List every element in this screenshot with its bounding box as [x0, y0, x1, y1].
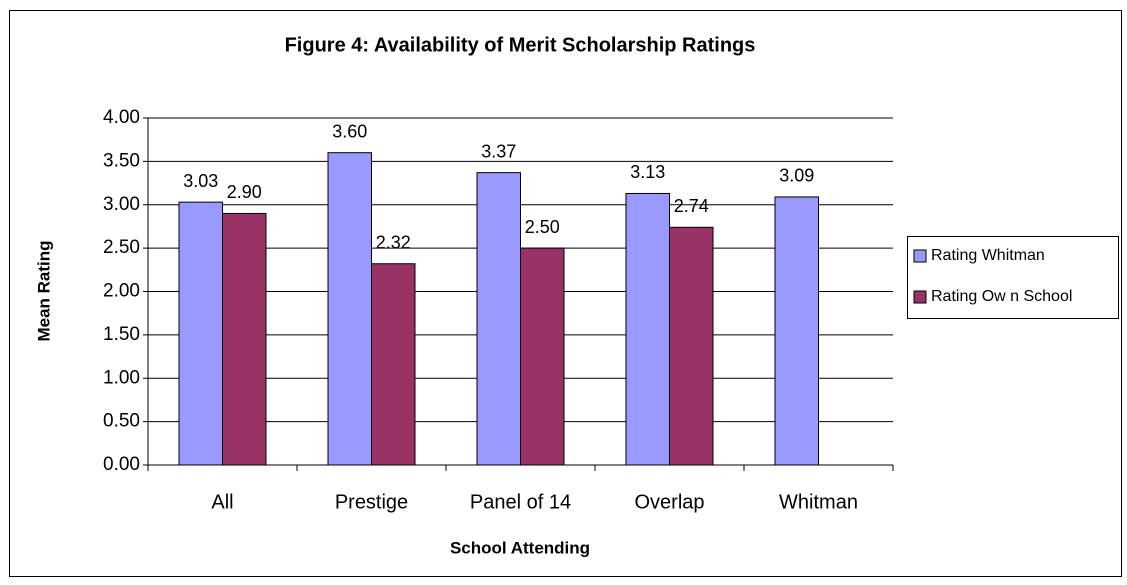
data-label: 3.60	[332, 121, 367, 141]
bar	[178, 201, 223, 466]
x-tick-label: Overlap	[634, 491, 704, 513]
bar	[774, 196, 819, 466]
y-tick-label: 0.50	[103, 411, 140, 432]
y-tick-label: 2.50	[103, 237, 140, 258]
y-tick-label: 1.00	[103, 367, 140, 388]
chart-title: Figure 4: Availability of Merit Scholars…	[285, 34, 756, 56]
legend	[907, 236, 1119, 319]
data-label: 2.32	[376, 232, 411, 252]
bar	[222, 212, 267, 466]
bar	[669, 226, 714, 466]
bar	[476, 172, 521, 466]
x-tick-label: Panel of 14	[470, 491, 571, 513]
y-tick-label: 1.50	[103, 324, 140, 345]
data-label: 2.90	[227, 182, 262, 202]
y-tick-label: 3.50	[103, 150, 140, 171]
legend-label: Rating Whitman	[931, 247, 1045, 264]
y-axis-title: Mean Rating	[34, 240, 53, 341]
bar	[625, 192, 670, 466]
data-label: 2.74	[674, 196, 709, 216]
data-label: 3.03	[183, 171, 218, 191]
legend-label: Rating Ow n School	[931, 288, 1072, 305]
x-tick-label: Prestige	[335, 491, 408, 513]
data-label: 3.13	[630, 162, 665, 182]
data-label: 3.09	[779, 166, 814, 186]
bar	[327, 152, 372, 466]
legend-swatch	[913, 290, 927, 304]
data-label: 2.50	[525, 217, 560, 237]
y-tick-label: 0.00	[103, 454, 140, 475]
data-label: 3.37	[481, 141, 516, 161]
x-tick-label: All	[211, 491, 233, 513]
x-axis-title: School Attending	[450, 538, 590, 557]
y-tick-label: 3.00	[103, 194, 140, 215]
y-tick-label: 2.00	[103, 281, 140, 302]
legend-swatch	[913, 249, 927, 263]
x-tick-label: Whitman	[779, 491, 858, 513]
bar	[371, 263, 416, 466]
y-tick-label: 4.00	[103, 107, 140, 128]
bar	[520, 247, 565, 466]
